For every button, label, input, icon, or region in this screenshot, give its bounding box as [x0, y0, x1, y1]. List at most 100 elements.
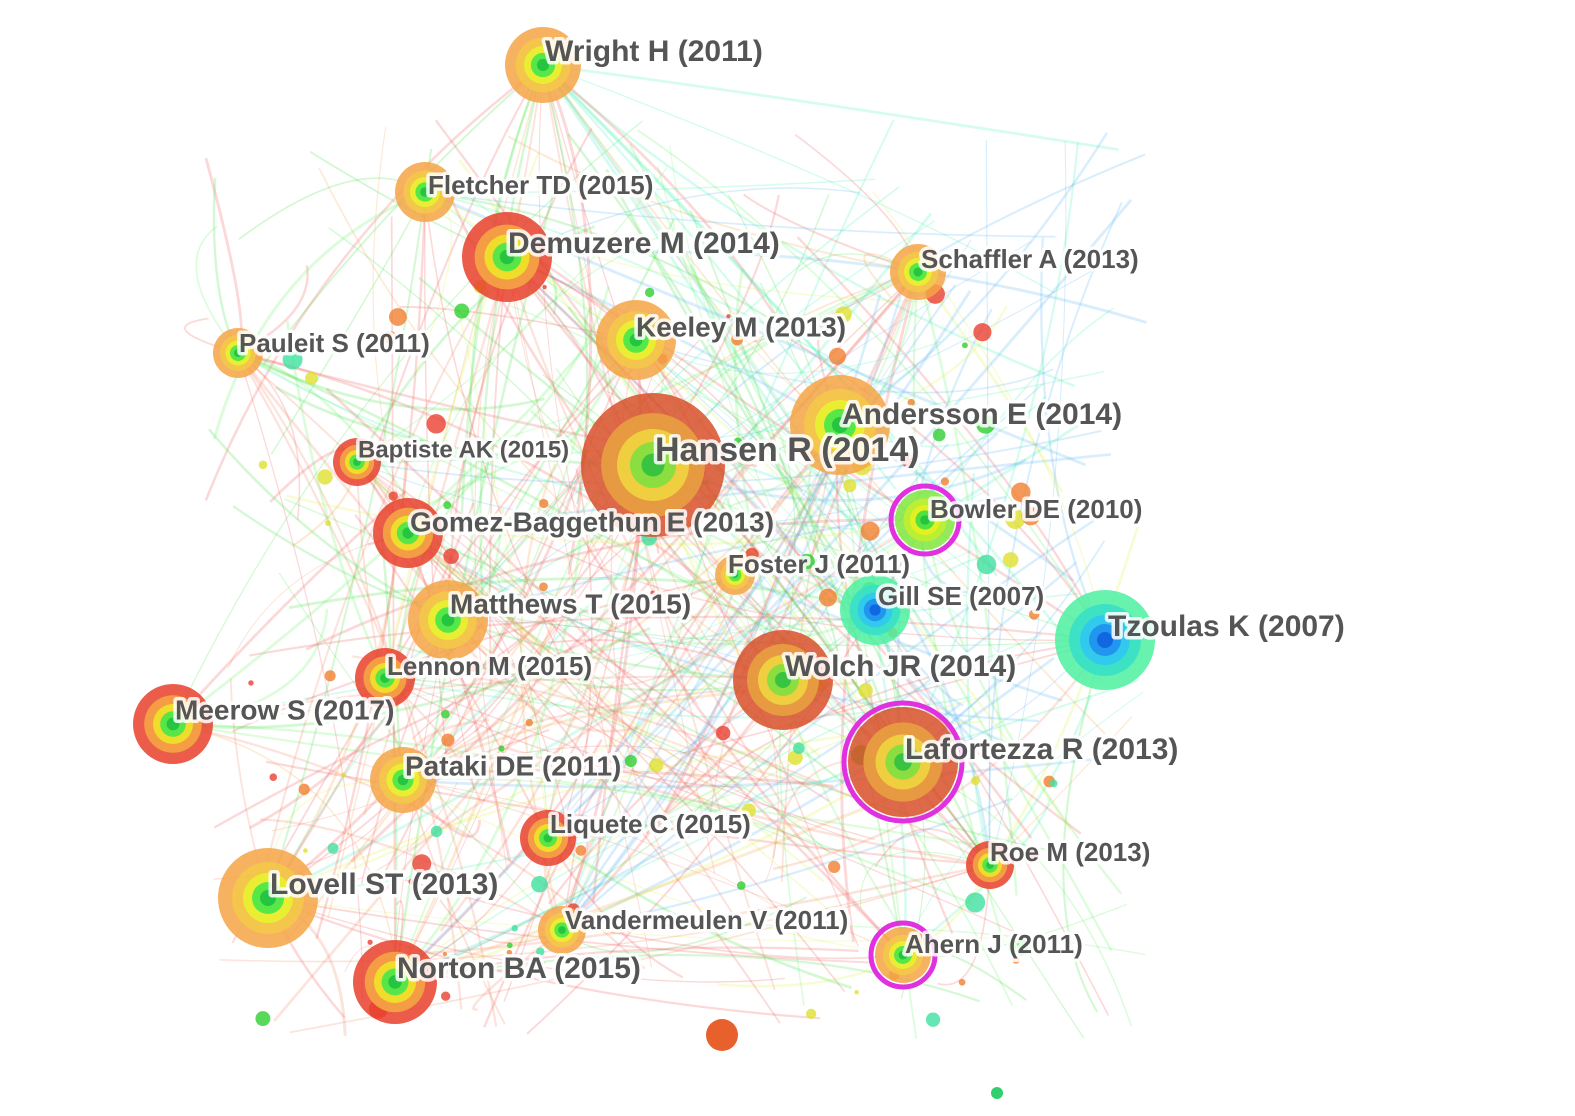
minor-node: [828, 347, 846, 365]
edge: [985, 139, 991, 866]
edge: [356, 461, 863, 528]
node-label: Demuzere M (2014): [508, 227, 780, 260]
centrality-ring: [841, 700, 965, 824]
node-ring: [420, 187, 430, 197]
minor-node: [468, 662, 478, 672]
node: [353, 940, 437, 1024]
edge: [398, 877, 904, 960]
edge: [655, 271, 920, 830]
edge: [860, 851, 991, 908]
edge: [923, 519, 1123, 895]
minor-node: [441, 733, 455, 747]
edge: [655, 271, 919, 727]
node-label: Vandermeulen V (2011): [565, 905, 848, 935]
edge: [237, 351, 744, 617]
edge: [407, 231, 670, 534]
edge: [267, 897, 785, 983]
minor-node: [317, 469, 333, 485]
edge: [561, 459, 851, 931]
edge: [542, 63, 1119, 152]
edge: [553, 424, 842, 944]
node-ring: [388, 975, 402, 989]
edge: [171, 489, 408, 725]
minor-node: [388, 491, 398, 501]
edge: [394, 681, 832, 983]
edge: [172, 626, 651, 729]
edge: [635, 339, 1019, 671]
edge: [402, 471, 812, 782]
edge: [542, 64, 933, 638]
edge: [402, 754, 1122, 789]
minor-node: [736, 881, 746, 890]
minor-node: [932, 428, 946, 442]
edge: [560, 284, 957, 931]
edge: [482, 546, 549, 839]
edge: [237, 352, 806, 633]
node-label: Ahern J (2011): [905, 929, 1083, 959]
edge: [965, 472, 992, 866]
edge: [212, 190, 426, 440]
minor-node: [860, 521, 880, 541]
edge: [541, 64, 593, 575]
edge: [447, 338, 701, 621]
node-ring: [353, 458, 361, 466]
edge: [356, 461, 603, 701]
node-ring: [543, 833, 553, 843]
edge: [261, 256, 508, 883]
edge: [315, 191, 427, 939]
minor-node: [616, 594, 624, 602]
edge: [506, 271, 919, 564]
node-label: Hansen R (2014): [655, 431, 920, 469]
edge: [350, 271, 920, 863]
node-label: Roe M (2013): [990, 837, 1150, 867]
edge: [439, 464, 655, 932]
node-label: Meerow S (2017): [175, 694, 394, 725]
node: [355, 648, 415, 708]
node-ring: [558, 926, 566, 934]
edge: [474, 256, 508, 870]
node-label: Foster J (2011): [728, 549, 910, 579]
edge: [506, 250, 1147, 324]
minor-node: [644, 287, 655, 298]
edge: [267, 897, 1047, 942]
node-ring: [402, 527, 414, 539]
minor-node: [973, 323, 992, 342]
edge: [489, 256, 508, 686]
node: [715, 555, 755, 595]
edge: [637, 129, 1106, 641]
node-ring: [986, 861, 994, 869]
edge: [424, 190, 784, 328]
minor-node: [511, 925, 518, 932]
edge: [542, 64, 1056, 294]
minor-node: [575, 845, 587, 856]
minor-node: [282, 349, 303, 370]
edge: [772, 639, 1107, 871]
minor-node: [248, 680, 254, 686]
edge: [402, 348, 600, 781]
minor-node: [706, 1019, 738, 1051]
edge: [561, 443, 732, 931]
edge: [394, 561, 1077, 984]
edge: [399, 306, 637, 341]
edge: [937, 864, 991, 986]
minor-node: [806, 1008, 817, 1019]
node: [218, 848, 318, 948]
minor-node: [441, 709, 450, 719]
node: [133, 684, 213, 764]
edge: [402, 768, 834, 788]
edge: [237, 352, 364, 999]
edge: [547, 471, 657, 839]
minor-node: [324, 670, 336, 682]
minor-node: [325, 520, 331, 526]
minor-node: [970, 776, 980, 786]
minor-node: [1002, 552, 1019, 568]
minor-node: [726, 314, 731, 319]
node-ring: [832, 417, 848, 433]
edge: [327, 64, 544, 920]
minor-node: [539, 582, 548, 592]
edge: [394, 633, 1042, 983]
edge: [407, 453, 1111, 535]
node: [395, 162, 455, 222]
edge: [503, 464, 654, 1002]
